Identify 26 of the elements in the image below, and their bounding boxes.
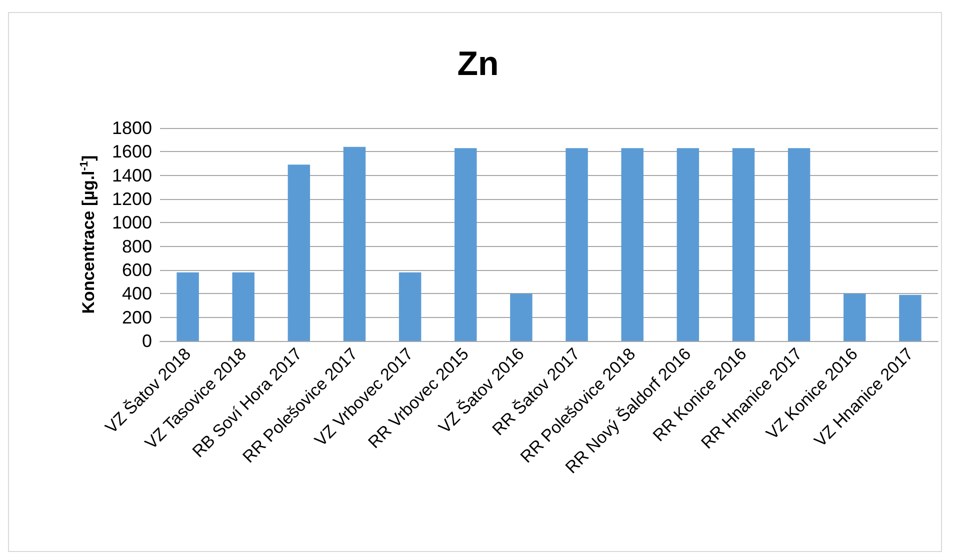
y-tick-label: 1800 — [112, 118, 152, 138]
y-tick-label: 1600 — [112, 142, 152, 162]
bar — [398, 272, 422, 341]
y-tick-label: 1200 — [112, 189, 152, 209]
y-tick-label: 800 — [122, 236, 152, 256]
y-axis-title: Koncentrace [µg.l-1] — [78, 155, 98, 314]
y-tick-label: 0 — [142, 331, 152, 351]
bar — [788, 148, 810, 341]
bar — [621, 148, 644, 341]
bar — [288, 164, 310, 341]
y-tick-label: 1000 — [112, 212, 152, 233]
bar — [510, 294, 532, 341]
bar — [844, 294, 866, 341]
y-tick-label: 200 — [122, 307, 152, 328]
y-tick-label: 400 — [122, 284, 152, 304]
bar — [676, 148, 700, 341]
bar — [454, 148, 477, 341]
bar — [732, 148, 755, 341]
y-tick-label: 1400 — [112, 165, 152, 186]
bar — [899, 294, 922, 341]
bar — [566, 148, 588, 341]
bar — [176, 272, 199, 341]
bar — [343, 146, 366, 341]
bar — [232, 272, 254, 341]
chart-title: Zn — [457, 45, 499, 83]
y-tick-label: 600 — [122, 260, 152, 280]
